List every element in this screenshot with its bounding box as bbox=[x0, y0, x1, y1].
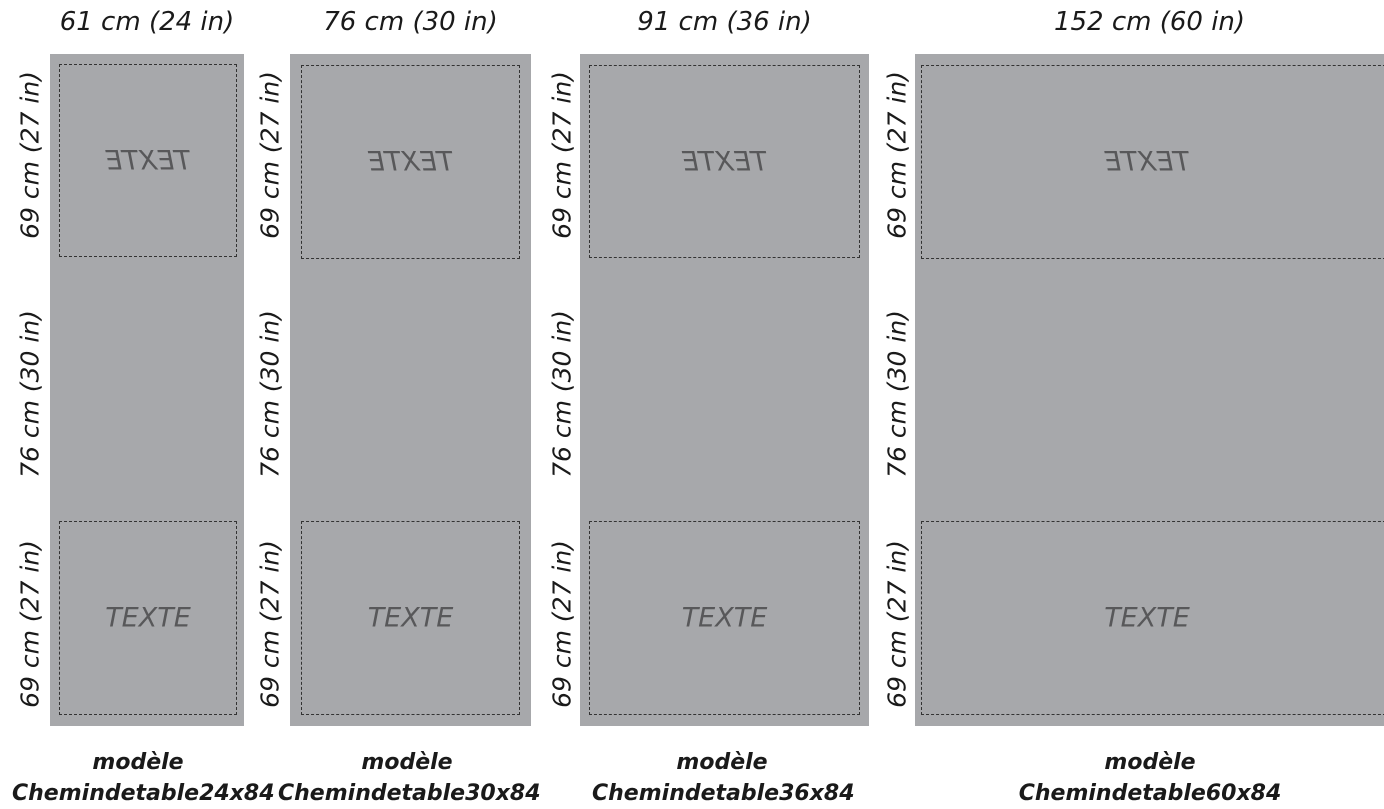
middle-length-label: 76 cm (30 in) bbox=[547, 310, 577, 478]
bottom-zone-text: TEXTE bbox=[681, 602, 768, 634]
bottom-length-label: 69 cm (27 in) bbox=[15, 540, 45, 708]
width-label: 91 cm (36 in) bbox=[637, 7, 812, 37]
top-zone-text: TEXTE bbox=[367, 146, 454, 178]
model-label-name: Chemindetable24x84 bbox=[12, 781, 275, 806]
model-label-name: Chemindetable60x84 bbox=[1018, 781, 1282, 806]
bottom-text-zone: TEXTE bbox=[59, 521, 237, 715]
bottom-zone-text: TEXTE bbox=[105, 602, 191, 634]
middle-length-label: 76 cm (30 in) bbox=[255, 310, 285, 478]
model-label-line1: modèle bbox=[676, 750, 768, 775]
top-text-zone: TEXTE bbox=[301, 65, 520, 259]
width-label: 76 cm (30 in) bbox=[323, 7, 498, 37]
bottom-length-label: 69 cm (27 in) bbox=[882, 540, 912, 708]
runner-panel: TEXTE TEXTE bbox=[50, 54, 244, 726]
bottom-text-zone: TEXTE bbox=[921, 521, 1384, 715]
bottom-length-label: 69 cm (27 in) bbox=[547, 540, 577, 708]
bottom-zone-text: TEXTE bbox=[367, 602, 454, 634]
bottom-text-zone: TEXTE bbox=[301, 521, 520, 715]
top-length-label: 69 cm (27 in) bbox=[547, 71, 577, 239]
model-label-name: Chemindetable30x84 bbox=[278, 781, 541, 806]
bottom-text-zone: TEXTE bbox=[589, 521, 860, 715]
runner-panel: TEXTE TEXTE bbox=[915, 54, 1384, 726]
model-label-line1: modèle bbox=[361, 750, 453, 775]
width-label: 152 cm (60 in) bbox=[1053, 7, 1246, 37]
top-length-label: 69 cm (27 in) bbox=[255, 71, 285, 239]
top-zone-text: TEXTE bbox=[681, 146, 768, 177]
top-zone-text: TEXTE bbox=[1104, 146, 1190, 178]
runner-panel: TEXTE TEXTE bbox=[290, 54, 531, 726]
top-length-label: 69 cm (27 in) bbox=[882, 71, 912, 239]
model-label-name: Chemindetable36x84 bbox=[592, 781, 855, 806]
top-zone-text: TEXTE bbox=[105, 145, 191, 176]
bottom-zone-text: TEXTE bbox=[1104, 602, 1190, 634]
top-length-label: 69 cm (27 in) bbox=[15, 71, 45, 239]
top-text-zone: TEXTE bbox=[589, 65, 860, 258]
middle-length-label: 76 cm (30 in) bbox=[882, 310, 912, 478]
bottom-length-label: 69 cm (27 in) bbox=[255, 540, 285, 708]
top-text-zone: TEXTE bbox=[921, 65, 1384, 259]
middle-length-label: 76 cm (30 in) bbox=[15, 310, 45, 478]
top-text-zone: TEXTE bbox=[59, 64, 237, 257]
runner-panel: TEXTE TEXTE bbox=[580, 54, 869, 726]
model-label-line1: modèle bbox=[92, 750, 184, 775]
model-label-line1: modèle bbox=[1104, 750, 1196, 775]
width-label: 61 cm (24 in) bbox=[59, 7, 235, 37]
